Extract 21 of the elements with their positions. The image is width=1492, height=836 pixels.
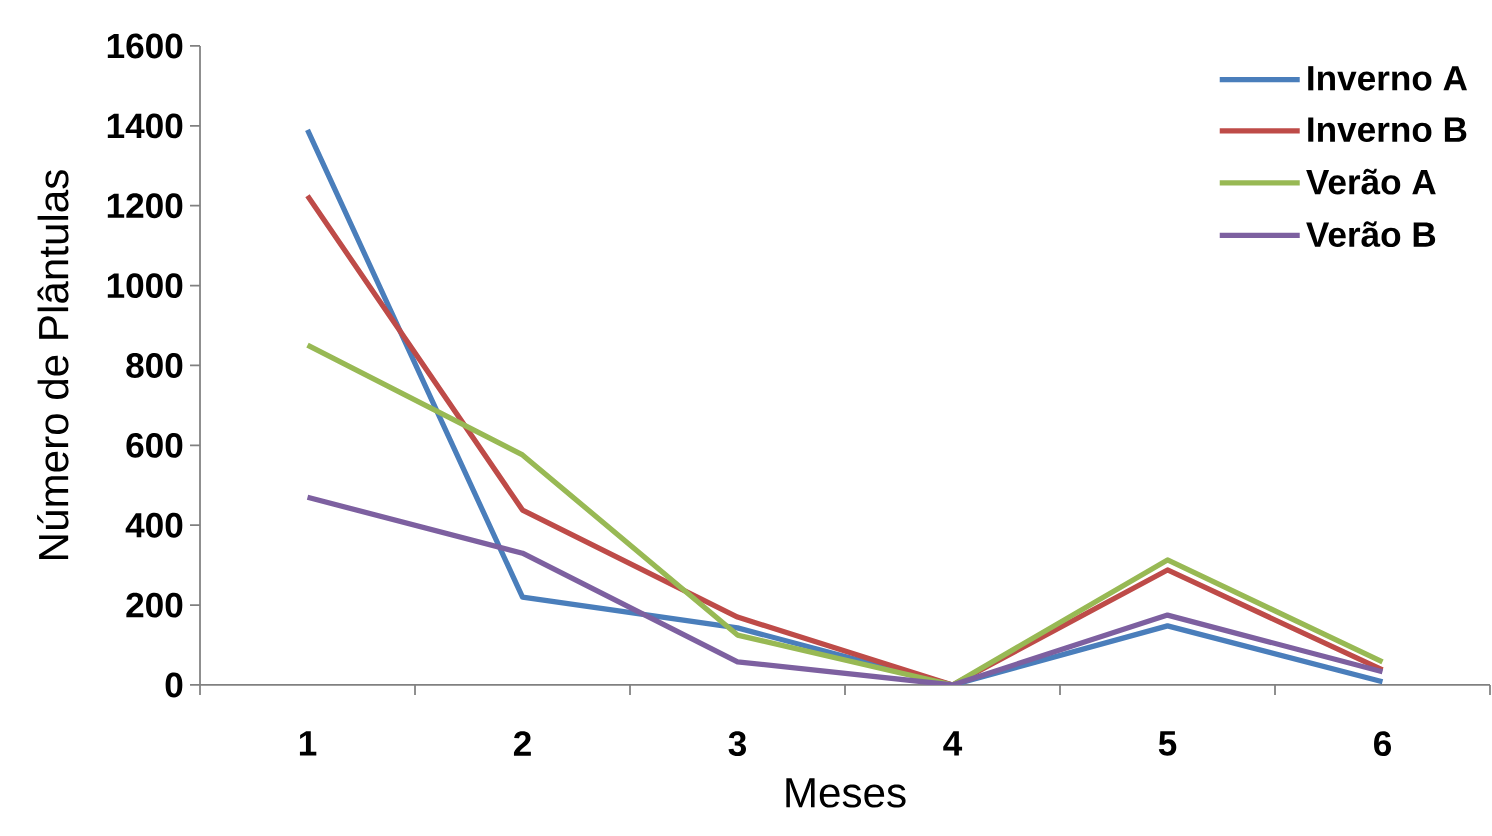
y-tick-label: 1600 (107, 33, 183, 59)
legend-label: Verão A (1306, 168, 1436, 195)
legend-label: Verão B (1306, 221, 1436, 247)
y-tick-label: 200 (126, 592, 183, 618)
y-tick-label: 1400 (107, 113, 183, 139)
x-axis-title: Meses (786, 778, 906, 808)
x-tick-label: 5 (1158, 731, 1177, 756)
x-tick-label: 6 (1374, 731, 1391, 757)
y-tick-label: 1200 (107, 193, 183, 219)
legend-label: Inverno B (1308, 117, 1467, 143)
x-tick-label: 1 (299, 731, 317, 756)
y-tick-label: 0 (165, 672, 183, 698)
x-tick-label: 2 (513, 731, 531, 756)
y-tick-label: 400 (125, 512, 183, 538)
y-tick-label: 600 (126, 432, 183, 458)
x-tick-label: 3 (728, 731, 746, 757)
legend-label: Inverno A (1308, 66, 1468, 91)
x-tick-label: 4 (943, 731, 963, 756)
y-axis-title: Número de Plântulas (37, 170, 69, 559)
y-tick-label: 1000 (107, 273, 183, 299)
y-tick-label: 800 (126, 353, 183, 378)
